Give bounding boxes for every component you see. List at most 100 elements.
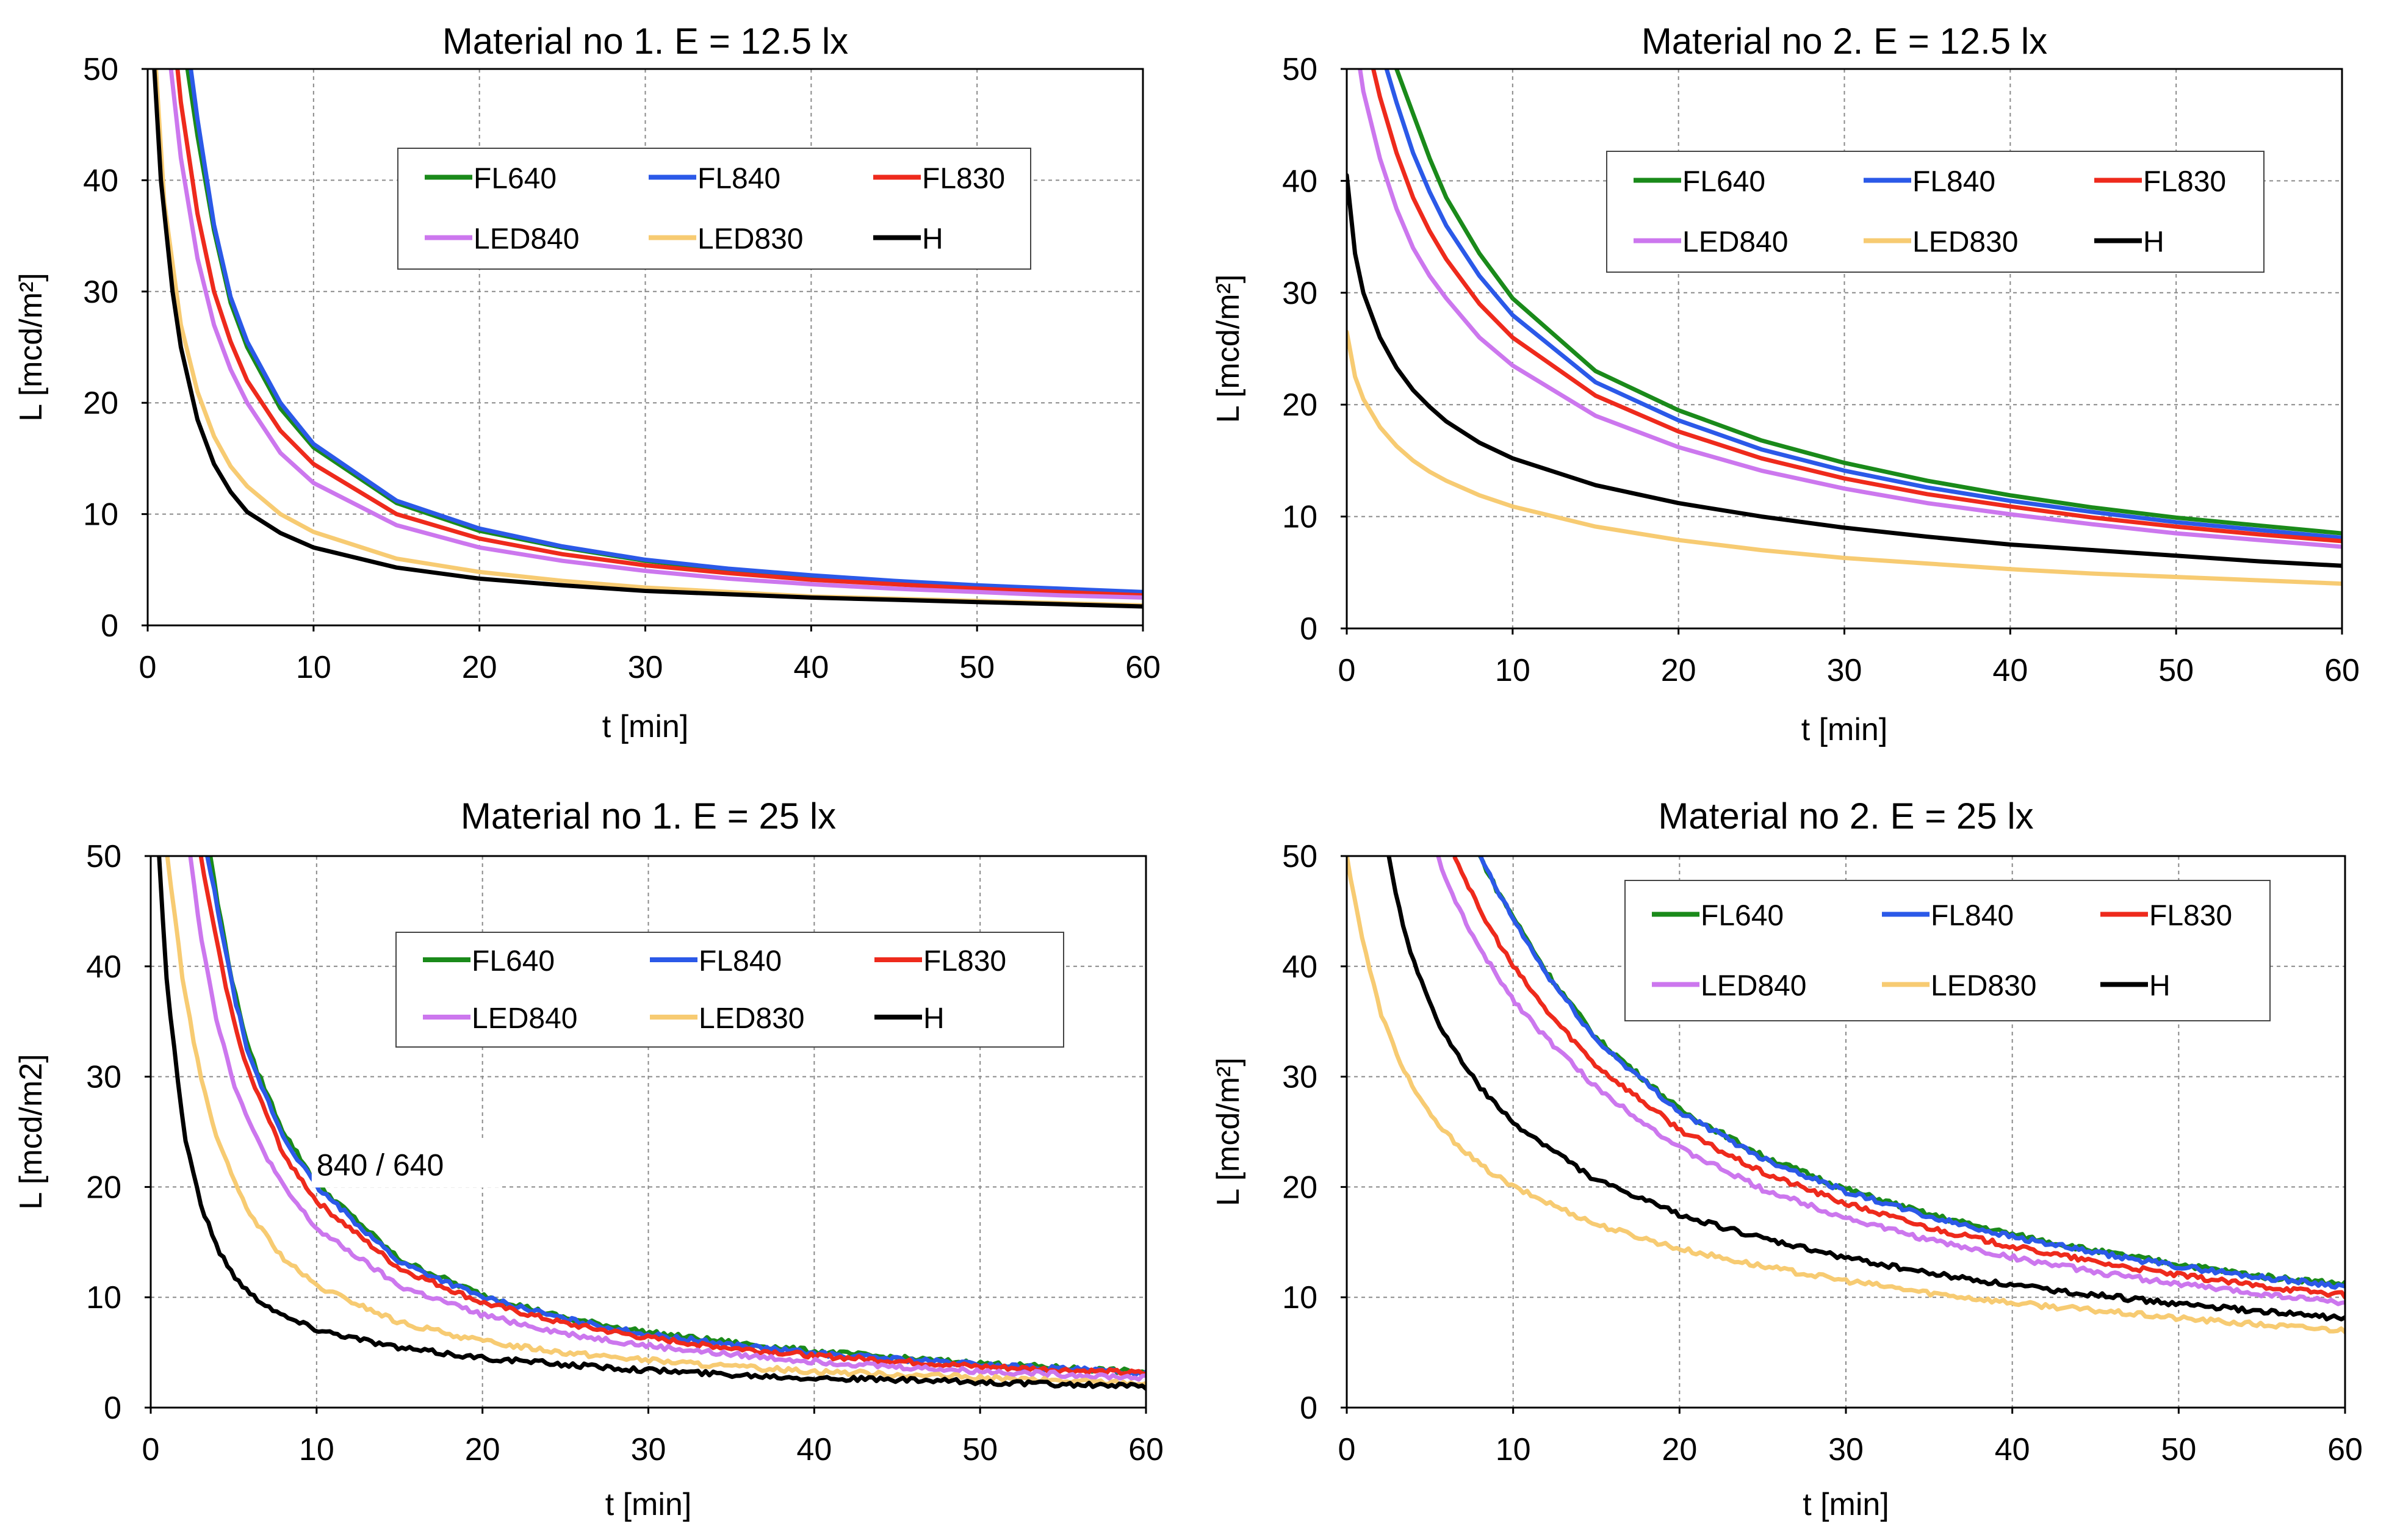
y-tick-label: 50 — [1282, 52, 1317, 87]
chart-panel-m1_125: 0 10 20 30 40 50 60 0 10 20 30 40 50 Material no 1. E… — [13, 21, 1161, 744]
series-line-fl830 — [175, 69, 1143, 598]
legend-label: FL830 — [922, 163, 1005, 195]
legend-entry-fl830: FL830 — [2094, 166, 2226, 198]
series-line-led830 — [1347, 329, 2342, 586]
x-tick-label: 0 — [1338, 1432, 1356, 1467]
y-tick-label: 50 — [83, 52, 118, 87]
x-tick-label: 10 — [1496, 1432, 1531, 1467]
series-group — [157, 856, 1146, 1391]
legend-entry-led840: LED840 — [425, 223, 579, 256]
y-tick-label: 40 — [1282, 164, 1317, 199]
x-tick-label: 20 — [1662, 1432, 1697, 1467]
x-tick-label: 40 — [793, 650, 829, 685]
legend-label: FL640 — [1701, 900, 1784, 932]
x-tick-label: 50 — [959, 650, 995, 685]
x-tick-label: 40 — [1995, 1432, 2030, 1467]
legend-entry-led840: LED840 — [1634, 226, 1788, 259]
y-tick-label: 20 — [86, 1170, 121, 1205]
y-axis-label: L [mcd/m²] — [13, 273, 49, 422]
legend-entry-fl830: FL830 — [873, 163, 1005, 195]
x-tick-label: 40 — [1992, 653, 2028, 688]
series-line-fl640 — [1394, 69, 2342, 536]
legend-label: FL830 — [2149, 900, 2232, 932]
legend-label: LED840 — [472, 1002, 577, 1035]
series-line-led830 — [1347, 856, 2345, 1334]
legend-label: LED830 — [1931, 970, 2036, 1002]
legend-label: FL840 — [699, 945, 782, 977]
legend-box — [395, 932, 1064, 1048]
legend-entry-fl640: FL640 — [423, 945, 555, 977]
legend-label: H — [2143, 226, 2164, 259]
x-tick-label: 60 — [2327, 1432, 2363, 1467]
legend-box — [1624, 880, 2271, 1021]
legend-entry-fl830: FL830 — [2100, 900, 2232, 932]
legend: FL640 FL840 FL830 LED840 LED830 H — [1606, 151, 2265, 273]
x-tick-label: 50 — [2158, 653, 2194, 688]
annotation-bg — [311, 1140, 501, 1188]
y-tick-label: 50 — [86, 839, 121, 874]
x-tick-label: 30 — [628, 650, 663, 685]
legend-entry-led840: LED840 — [423, 1002, 577, 1035]
series-group — [1347, 69, 2342, 586]
legend: FL640 FL840 FL830 LED840 LED830 H — [397, 148, 1031, 270]
series-line-fl840 — [205, 856, 1146, 1378]
y-tick-label: 0 — [104, 1391, 121, 1426]
y-tick-label: 10 — [83, 497, 118, 533]
series-line-fl830 — [1371, 69, 2342, 544]
legend-label: LED840 — [1682, 226, 1788, 259]
x-tick-label: 30 — [1827, 653, 1862, 688]
chart-panel-m1_25: 0 10 20 30 40 50 60 0 10 20 30 40 50 Material no 1. E… — [13, 796, 1164, 1522]
series-line-led840 — [168, 69, 1143, 600]
y-tick-label: 20 — [83, 386, 118, 421]
y-tick-label: 40 — [1282, 949, 1317, 985]
legend: FL640 FL840 FL830 LED840 LED830 H — [1624, 880, 2271, 1021]
x-tick-label: 60 — [1125, 650, 1161, 685]
legend-entry-led830: LED830 — [650, 1002, 804, 1035]
legend-entry-fl640: FL640 — [1634, 166, 1765, 198]
series-line-h — [152, 69, 1143, 609]
x-tick-label: 40 — [796, 1432, 832, 1467]
y-axis-label: L [mcd/m²] — [1211, 275, 1246, 423]
x-axis-label: t [min] — [1801, 712, 1888, 747]
y-tick-label: 10 — [1282, 500, 1317, 535]
legend-entry-fl840: FL840 — [649, 163, 780, 195]
annotation-label: 840 / 640 — [317, 1148, 444, 1182]
legend-entry-fl640: FL640 — [1652, 900, 1784, 932]
series-line-h — [1347, 173, 2342, 568]
series-line-led840 — [1358, 69, 2342, 549]
series-group — [1347, 856, 2345, 1334]
series-line-led840 — [1436, 856, 2345, 1306]
legend-label: FL830 — [923, 945, 1006, 977]
legend-entry-fl830: FL830 — [874, 945, 1006, 977]
series-line-fl840 — [1384, 69, 2342, 540]
legend-entry-led840: LED840 — [1652, 970, 1806, 1002]
legend-entry-led830: LED830 — [1882, 970, 2036, 1002]
legend-box — [397, 148, 1031, 270]
chart-title: Material no 1. E = 12.5 lx — [442, 21, 848, 62]
x-tick-label: 60 — [1128, 1432, 1164, 1467]
legend-label: H — [923, 1002, 945, 1035]
x-tick-label: 0 — [1338, 653, 1356, 688]
legend-entry-fl640: FL640 — [425, 163, 557, 195]
x-tick-label: 20 — [465, 1432, 500, 1467]
x-tick-label: 20 — [462, 650, 497, 685]
y-tick-label: 40 — [86, 949, 121, 985]
y-axis-label: L [mcd/m²] — [1211, 1057, 1246, 1206]
y-tick-label: 0 — [1300, 1391, 1317, 1426]
y-tick-label: 20 — [1282, 1170, 1317, 1205]
x-tick-label: 10 — [299, 1432, 334, 1467]
legend-entry-fl840: FL840 — [650, 945, 782, 977]
legend-label: LED840 — [474, 223, 579, 256]
legend-label: LED830 — [699, 1002, 804, 1035]
series-line-h — [157, 856, 1146, 1391]
x-tick-label: 0 — [142, 1432, 160, 1467]
legend-label: FL640 — [1682, 166, 1765, 198]
legend-label: H — [922, 223, 943, 256]
series-line-led840 — [188, 856, 1146, 1382]
legend-entry-h: H — [2100, 970, 2171, 1002]
y-axis-label: L [mcd/m2] — [13, 1054, 49, 1209]
y-tick-label: 0 — [101, 608, 118, 644]
series-line-h — [1386, 856, 2345, 1322]
